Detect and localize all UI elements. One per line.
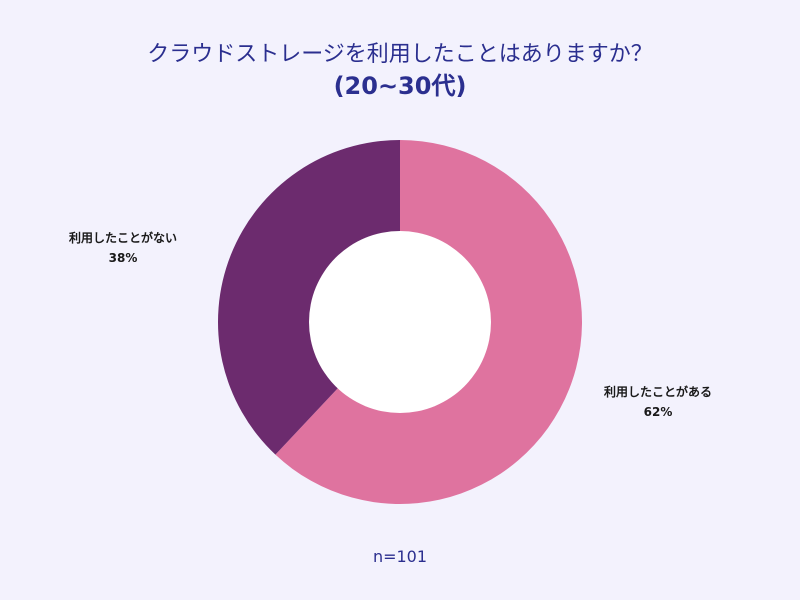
sample-size-note: n=101 <box>372 547 428 566</box>
label-used-name: 利用したことがある <box>603 385 712 399</box>
label-not-used-name: 利用したことがない <box>68 231 177 245</box>
chart-title: クラウドストレージを利用したことはありますか？ <box>147 42 653 67</box>
slice-not-used <box>218 140 400 455</box>
label-used-value: 62% <box>643 405 673 419</box>
chart-subtitle: (20~30代) <box>333 72 467 100</box>
donut-hole <box>309 231 491 413</box>
label-not-used: 利用したことがない 38% <box>58 228 188 268</box>
label-used: 利用したことがある 62% <box>593 382 723 422</box>
label-not-used-value: 38% <box>108 251 138 265</box>
